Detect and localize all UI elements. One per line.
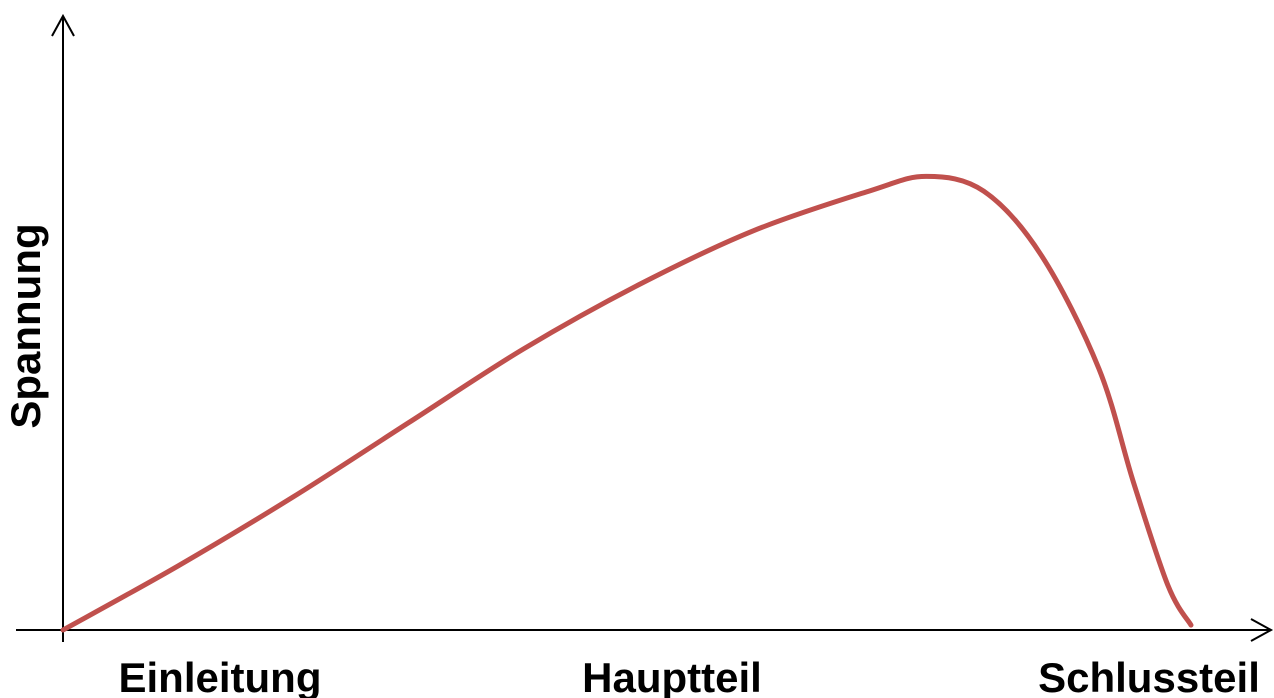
x-tick-label: Schlussteil bbox=[1038, 654, 1260, 698]
x-tick-label: Einleitung bbox=[119, 654, 322, 698]
x-tick-label: Hauptteil bbox=[582, 654, 762, 698]
chart-axes bbox=[16, 13, 1274, 642]
x-axis-arrowhead bbox=[1250, 618, 1274, 642]
x-tick-labels: Einleitung Hauptteil Schlussteil bbox=[119, 654, 1260, 698]
y-axis-label: Spannung bbox=[2, 223, 49, 428]
series-layer bbox=[60, 173, 1194, 633]
y-axis-arrowhead bbox=[51, 13, 75, 37]
tension-curve-line bbox=[60, 173, 1194, 633]
